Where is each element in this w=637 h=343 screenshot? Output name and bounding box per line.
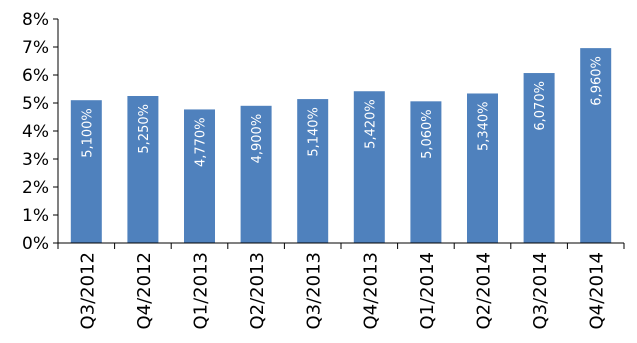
x-axis-ticks: Q3/2012 Q4/2012 Q1/2013 Q2/2013 Q3/2013 Q4/20… [77,252,607,330]
y-tick-label: 8% [22,10,49,30]
bar-q4-2012 [127,96,159,243]
bar-q3-2014 [523,73,555,243]
data-label: 5,140% [307,107,322,157]
data-label: 5,420% [363,99,378,149]
data-label: 6,960% [590,56,605,106]
y-tick-label: 3% [22,150,49,170]
data-label: 4,900% [250,114,265,164]
y-tick-label: 0% [22,234,49,254]
x-tick-label: Q4/2013 [360,252,381,330]
bars-layer [70,48,612,244]
y-tick-label: 5% [22,94,49,114]
y-tick-label: 6% [22,66,49,86]
data-label: 5,340% [477,101,492,151]
x-tick-label: Q3/2014 [530,252,551,330]
bar-q1-2013 [184,109,215,243]
x-tick-label: Q3/2012 [77,252,98,330]
y-tick-label: 2% [22,178,49,198]
x-tick-label: Q2/2013 [247,252,268,330]
data-label: 5,250% [137,104,152,154]
bar-q1-2014 [410,101,442,243]
y-tick-label: 1% [22,206,49,226]
bar-q3-2012 [70,100,102,243]
data-labels-layer: 5,100% 5,250% 4,770% 4,900% 5,140% 5,420% 5,06… [80,56,604,167]
bar-q4-2014 [580,48,612,244]
data-label: 6,070% [533,81,548,131]
x-tick-label: Q2/2014 [474,252,495,330]
data-label: 4,770% [194,117,209,167]
x-tick-label: Q1/2013 [191,252,212,330]
bar-q3-2013 [297,99,329,243]
bar-q2-2013 [240,105,272,243]
x-tick-label: Q4/2014 [587,252,608,330]
data-label: 5,060% [420,109,435,159]
data-label: 5,100% [80,108,95,158]
x-tick-label: Q4/2012 [134,252,155,330]
y-tick-label: 4% [22,122,49,142]
x-tick-label: Q1/2014 [417,252,438,330]
y-axis-ticks: 0% 1% 2% 3% 4% 5% 6% 7% 8% [22,10,625,254]
x-tick-label: Q3/2013 [304,252,325,330]
bar-q4-2013 [353,91,385,244]
bar-q2-2014 [467,93,498,243]
y-tick-label: 7% [22,38,49,58]
